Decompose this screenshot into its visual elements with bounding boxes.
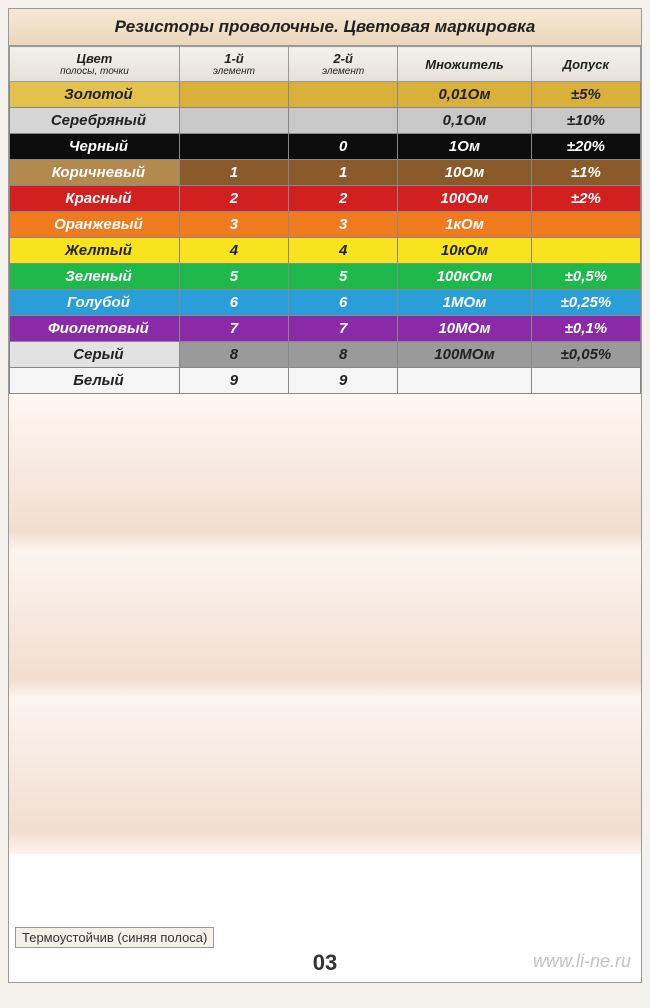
digit1-cell — [179, 82, 288, 108]
digit2-cell — [289, 108, 398, 134]
color-name-cell: Белый — [10, 368, 180, 394]
table-row: Оранжевый331кОм — [10, 212, 641, 238]
multiplier-cell: 1Ом — [398, 134, 531, 160]
color-name-cell: Оранжевый — [10, 212, 180, 238]
tolerance-cell: ±10% — [531, 108, 640, 134]
digit2-cell: 8 — [289, 342, 398, 368]
color-name-cell: Серебряный — [10, 108, 180, 134]
color-name-cell: Желтый — [10, 238, 180, 264]
digit2-cell: 0 — [289, 134, 398, 160]
tolerance-cell: ±0,5% — [531, 264, 640, 290]
multiplier-cell: 100Ом — [398, 186, 531, 212]
table-row: Желтый4410кОм — [10, 238, 641, 264]
table-row: Белый99 — [10, 368, 641, 394]
digit1-cell: 8 — [179, 342, 288, 368]
color-name-cell: Золотой — [10, 82, 180, 108]
digit2-cell — [289, 82, 398, 108]
table-row: Зеленый55100кОм±0,5% — [10, 264, 641, 290]
digit2-cell: 6 — [289, 290, 398, 316]
digit1-cell: 1 — [179, 160, 288, 186]
color-name-cell: Зеленый — [10, 264, 180, 290]
digit1-cell: 5 — [179, 264, 288, 290]
multiplier-cell: 1кОм — [398, 212, 531, 238]
color-name-cell: Черный — [10, 134, 180, 160]
digit1-cell: 7 — [179, 316, 288, 342]
digit2-cell: 4 — [289, 238, 398, 264]
tolerance-cell — [531, 238, 640, 264]
multiplier-cell — [398, 368, 531, 394]
digit2-cell: 2 — [289, 186, 398, 212]
tolerance-cell: ±5% — [531, 82, 640, 108]
tolerance-cell: ±0,25% — [531, 290, 640, 316]
digit1-cell — [179, 108, 288, 134]
chart-title: Резисторы проволочные. Цветовая маркиров… — [9, 9, 641, 46]
table-row: Черный 01Ом±20% — [10, 134, 641, 160]
examples-area — [9, 394, 641, 854]
table-row: Серебряный 0,1Ом±10% — [10, 108, 641, 134]
color-name-cell: Красный — [10, 186, 180, 212]
col-header-color: Цветполосы, точки — [10, 47, 180, 82]
table-row: Голубой661МОм±0,25% — [10, 290, 641, 316]
multiplier-cell: 10МОм — [398, 316, 531, 342]
multiplier-cell: 10кОм — [398, 238, 531, 264]
color-name-cell: Коричневый — [10, 160, 180, 186]
digit2-cell: 7 — [289, 316, 398, 342]
digit1-cell: 9 — [179, 368, 288, 394]
multiplier-cell: 100кОм — [398, 264, 531, 290]
table-row: Фиолетовый7710МОм±0,1% — [10, 316, 641, 342]
col-header-tolerance: Допуск — [531, 47, 640, 82]
table-row: Золотой 0,01Ом±5% — [10, 82, 641, 108]
multiplier-cell: 0,1Ом — [398, 108, 531, 134]
digit1-cell: 2 — [179, 186, 288, 212]
multiplier-cell: 10Ом — [398, 160, 531, 186]
color-name-cell: Голубой — [10, 290, 180, 316]
tolerance-cell: ±20% — [531, 134, 640, 160]
tolerance-cell: ±2% — [531, 186, 640, 212]
tolerance-cell: ±0,05% — [531, 342, 640, 368]
table-body: Золотой0,01Ом±5%Серебряный0,1Ом±10%Черны… — [10, 82, 641, 394]
digit1-cell: 4 — [179, 238, 288, 264]
color-name-cell: Фиолетовый — [10, 316, 180, 342]
digit1-cell: 6 — [179, 290, 288, 316]
page-container: Резисторы проволочные. Цветовая маркиров… — [8, 8, 642, 983]
col-header-digit1: 1-йэлемент — [179, 47, 288, 82]
table-row: Коричневый1110Ом±1% — [10, 160, 641, 186]
digit2-cell: 1 — [289, 160, 398, 186]
digit1-cell: 3 — [179, 212, 288, 238]
multiplier-cell: 100МОм — [398, 342, 531, 368]
digit1-cell — [179, 134, 288, 160]
tolerance-cell: ±0,1% — [531, 316, 640, 342]
col-header-multiplier: Множитель — [398, 47, 531, 82]
tolerance-cell — [531, 212, 640, 238]
tolerance-cell — [531, 368, 640, 394]
col-header-digit2: 2-йэлемент — [289, 47, 398, 82]
digit2-cell: 9 — [289, 368, 398, 394]
watermark: www.li-ne.ru — [533, 951, 631, 972]
multiplier-cell: 0,01Ом — [398, 82, 531, 108]
table-row: Красный22100Ом±2% — [10, 186, 641, 212]
digit2-cell: 5 — [289, 264, 398, 290]
tolerance-cell: ±1% — [531, 160, 640, 186]
thermo-note: Термоустойчив (синяя полоса) — [15, 927, 214, 948]
digit2-cell: 3 — [289, 212, 398, 238]
color-name-cell: Серый — [10, 342, 180, 368]
multiplier-cell: 1МОм — [398, 290, 531, 316]
color-code-table: Цветполосы, точки 1-йэлемент 2-йэлемент … — [9, 46, 641, 394]
table-row: Серый88100МОм±0,05% — [10, 342, 641, 368]
